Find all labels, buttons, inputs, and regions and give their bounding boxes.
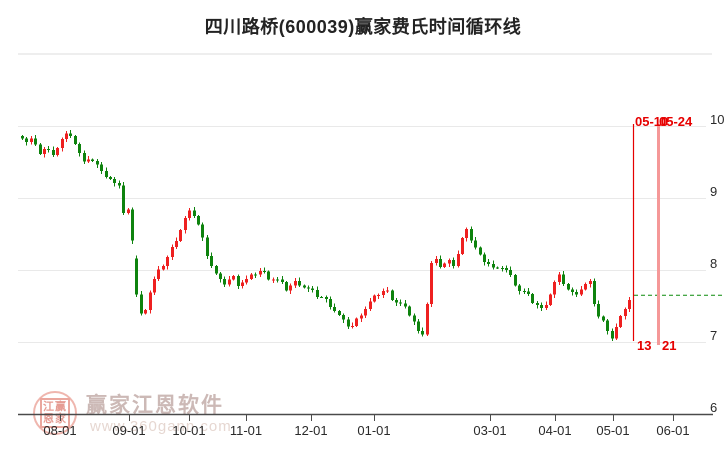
x-tick-label: 05-01 <box>596 423 629 438</box>
x-tick-label: 09-01 <box>112 423 145 438</box>
x-tick-label: 11-01 <box>230 423 262 438</box>
x-axis: 08-01 09-01 10-01 11-01 12-01 01-01 03-01 04-01… <box>18 413 713 438</box>
y-tick-label: 8 <box>710 256 717 271</box>
y-tick-label: 9 <box>710 184 717 199</box>
cycle-lines-layer <box>632 124 660 345</box>
chart-title: 四川路桥(600039)赢家费氏时间循环线 <box>204 17 522 37</box>
x-tick-label: 04-01 <box>538 423 571 438</box>
cycle-line-fibonacci-count-1: 13 <box>637 338 652 353</box>
x-tick-label: 10-01 <box>172 423 205 438</box>
x-tick-label: 03-01 <box>473 423 506 438</box>
grid-lines <box>18 53 712 343</box>
y-tick-label: 7 <box>710 328 717 343</box>
cycle-line-date-label-1: 05-10 <box>635 114 669 129</box>
cycle-line-fibonacci-count-2: 21 <box>662 338 677 353</box>
y-axis-labels: 10 9 8 7 6 <box>710 112 724 415</box>
y-tick-label: 6 <box>710 400 717 415</box>
x-tick-label: 08-01 <box>43 423 76 438</box>
candles-layer <box>21 130 631 342</box>
x-tick-label: 01-01 <box>357 423 390 438</box>
x-tick-label: 06-01 <box>656 423 689 438</box>
x-tick-label: 12-01 <box>294 423 327 438</box>
y-tick-label: 10 <box>710 112 724 127</box>
cycle-line-date-label-2: 05-24 <box>659 114 693 129</box>
